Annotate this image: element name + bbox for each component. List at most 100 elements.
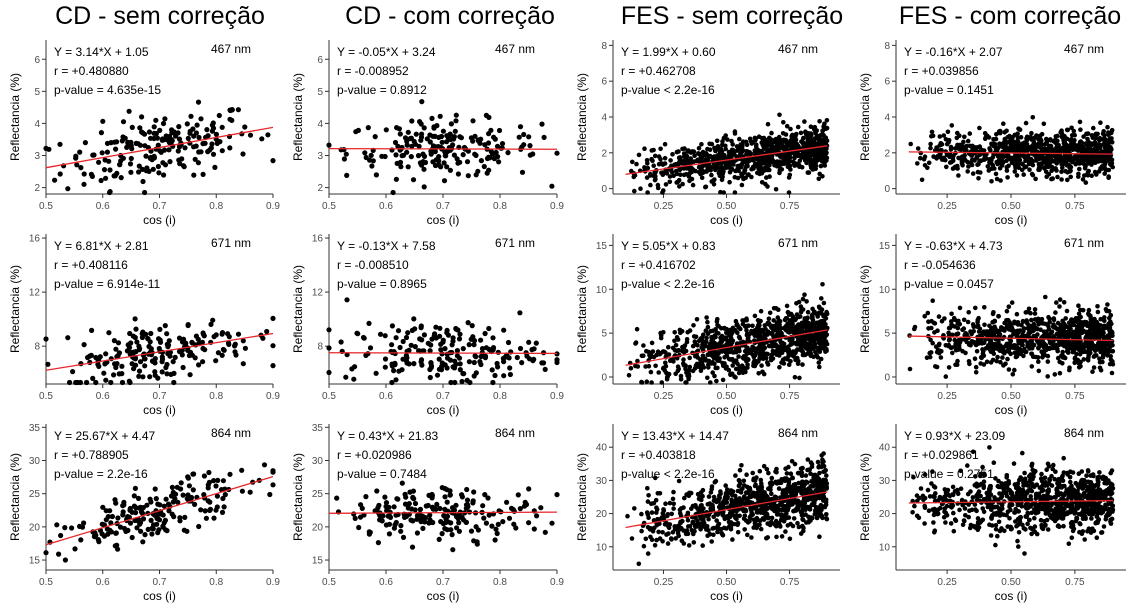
y-tick-label: 3 [317,151,323,162]
data-point [136,347,142,353]
data-point [442,526,448,532]
y-axis-label: Reflectancia (%) [8,265,22,353]
data-point [390,189,396,196]
data-point [1073,146,1079,152]
data-point [156,517,163,523]
data-point [929,325,934,331]
x-axis-label: cos (i) [143,403,176,417]
data-point [408,342,414,348]
data-point [1006,163,1011,169]
data-point [749,347,754,352]
data-point [198,116,204,122]
data-point [1065,177,1070,183]
y-tick-label: 15 [879,241,891,252]
data-point [483,520,489,526]
data-point [1091,321,1097,327]
data-point [759,155,764,160]
data-point [146,129,152,135]
data-point [101,370,107,376]
data-point [442,153,448,159]
data-point [178,348,184,354]
data-point [484,170,490,176]
data-point [445,135,452,141]
data-point [649,380,654,385]
data-point [1019,342,1024,348]
data-point [58,532,64,539]
data-point [749,166,754,172]
x-tick-label: 0.50 [1001,391,1021,402]
data-point [680,146,685,152]
x-tick-label: 0.7 [153,577,167,588]
data-point [165,341,171,347]
data-point [103,517,109,523]
data-point [406,501,412,507]
data-point [791,159,796,165]
data-point [928,141,933,147]
data-point [806,170,812,175]
data-point [73,153,79,159]
data-point [668,358,673,363]
data-point [1106,130,1111,135]
data-point [193,130,199,136]
data-point [1059,169,1064,175]
data-point [781,137,787,143]
data-point [1025,326,1031,331]
data-point [373,172,379,178]
points-group [908,115,1115,185]
data-point [507,371,513,378]
data-point [139,129,145,135]
data-point [824,138,830,143]
data-point [997,128,1003,134]
data-point [681,357,686,362]
y-axis-label: Reflectancia (%) [291,265,305,353]
y-tick-label: 12 [312,288,324,299]
data-point [247,489,253,495]
data-point [810,151,816,156]
data-point [1054,154,1059,160]
y-tick-label: 4 [34,119,40,130]
y-tick-label: 6 [884,77,890,88]
data-point [808,321,814,327]
data-point [1085,358,1091,363]
data-point [1050,345,1055,351]
data-point [1042,166,1047,171]
data-point [146,168,152,174]
data-point [240,361,246,367]
data-point [810,167,816,172]
data-point [803,129,808,134]
data-point [441,160,447,166]
data-point [820,282,825,287]
data-point [711,182,717,187]
data-point [439,351,445,357]
data-point [963,350,968,356]
data-point [542,366,548,372]
x-axis-label: cos (i) [995,403,1028,417]
data-point [1029,130,1034,136]
data-point [127,520,134,526]
data-point [799,339,805,345]
data-point [788,167,793,172]
data-point [1015,320,1021,325]
data-point [967,361,972,367]
data-point [685,158,690,164]
x-tick-label: 0.9 [266,201,280,212]
data-point [720,142,725,148]
y-axis-label: Reflectancia (%) [291,453,305,541]
p-value-label: p-value = 0.8965 [337,277,427,291]
x-tick-label: 0.9 [550,201,564,212]
data-point [1072,138,1077,143]
data-point [808,350,813,356]
data-point [81,342,87,348]
data-point [732,374,737,379]
data-point [759,327,765,333]
data-point [740,318,745,323]
data-point [106,158,112,164]
x-tick-label: 0.5 [322,201,336,212]
p-value-label: p-value = 6.914e-11 [54,277,161,291]
data-point [821,346,826,351]
data-point [822,161,827,166]
data-point [794,312,800,317]
data-point [965,319,971,325]
data-point [499,141,506,147]
